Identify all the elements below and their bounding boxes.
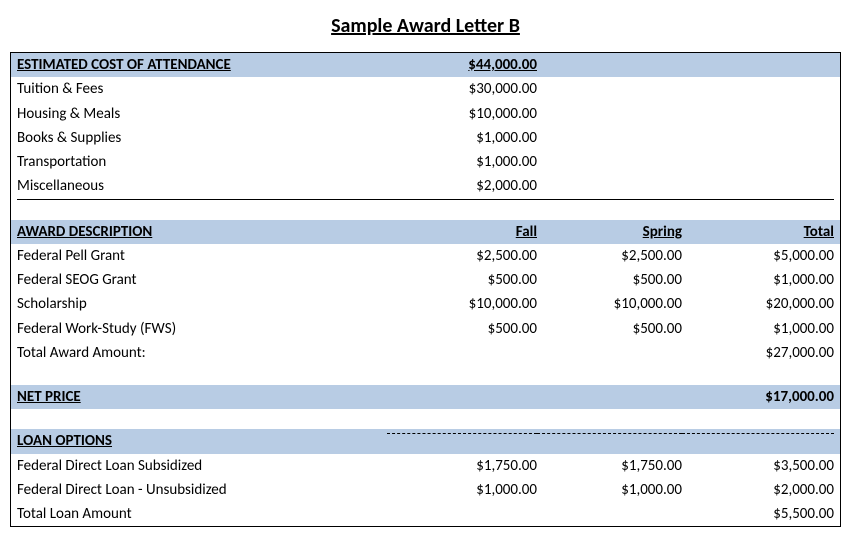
awards-col-total: Total: [682, 222, 834, 242]
loan-label: Federal Direct Loan - Unsubsidized: [17, 480, 387, 500]
cost-row: Tuition & Fees $30,000.00: [11, 77, 840, 101]
cost-row: Books & Supplies $1,000.00: [11, 126, 840, 150]
cost-row: Housing & Meals $10,000.00: [11, 102, 840, 126]
cost-amount: $10,000.00: [387, 104, 537, 124]
loan-total-row: Total Loan Amount $5,500.00: [11, 502, 840, 526]
loan-total: $2,000.00: [682, 480, 834, 500]
cost-header-label: ESTIMATED COST OF ATTENDANCE: [17, 55, 387, 75]
award-total: $5,000.00: [682, 246, 834, 266]
award-total: $1,000.00: [682, 319, 834, 339]
cost-row: Miscellaneous $2,000.00: [11, 174, 840, 198]
cost-label: Housing & Meals: [17, 104, 387, 124]
loan-total-label: Total Loan Amount: [17, 504, 387, 524]
award-spring: $10,000.00: [537, 294, 682, 314]
award-row: Federal SEOG Grant $500.00 $500.00 $1,00…: [11, 268, 840, 292]
cost-amount: $30,000.00: [387, 79, 537, 99]
spacer: [11, 365, 840, 385]
award-label: Scholarship: [17, 294, 387, 314]
cost-label: Tuition & Fees: [17, 79, 387, 99]
awards-col-fall: Fall: [387, 222, 537, 242]
loan-fall: $1,750.00: [387, 456, 537, 476]
awards-col-spring: Spring: [537, 222, 682, 242]
award-spring: $500.00: [537, 319, 682, 339]
spacer: [11, 409, 840, 429]
cost-amount: $1,000.00: [387, 128, 537, 148]
award-row: Scholarship $10,000.00 $10,000.00 $20,00…: [11, 292, 840, 316]
loan-total-amount: $5,500.00: [682, 504, 834, 524]
award-spring: $2,500.00: [537, 246, 682, 266]
loans-header-row: LOAN OPTIONS: [11, 429, 840, 453]
page: Sample Award Letter B ESTIMATED COST OF …: [10, 14, 841, 527]
award-total: $1,000.00: [682, 270, 834, 290]
award-total-label: Total Award Amount:: [17, 343, 387, 363]
loan-row: Federal Direct Loan - Unsubsidized $1,00…: [11, 478, 840, 502]
loan-spring: $1,750.00: [537, 456, 682, 476]
award-row: Federal Pell Grant $2,500.00 $2,500.00 $…: [11, 244, 840, 268]
loan-fall: $1,000.00: [387, 480, 537, 500]
cost-label: Transportation: [17, 152, 387, 172]
cost-amount: $1,000.00: [387, 152, 537, 172]
award-label: Federal SEOG Grant: [17, 270, 387, 290]
loan-label: Federal Direct Loan Subsidized: [17, 456, 387, 476]
award-total: $20,000.00: [682, 294, 834, 314]
loan-row: Federal Direct Loan Subsidized $1,750.00…: [11, 454, 840, 478]
cost-header-row: ESTIMATED COST OF ATTENDANCE $44,000.00: [11, 53, 840, 77]
cost-amount: $2,000.00: [387, 176, 537, 196]
cost-label: Books & Supplies: [17, 128, 387, 148]
loan-total: $3,500.00: [682, 456, 834, 476]
award-label: Federal Work-Study (FWS): [17, 319, 387, 339]
spacer: [11, 200, 840, 220]
cost-row: Transportation $1,000.00: [11, 150, 840, 174]
award-row: Federal Work-Study (FWS) $500.00 $500.00…: [11, 317, 840, 341]
award-fall: $10,000.00: [387, 294, 537, 314]
cost-header-amount: $44,000.00: [387, 55, 537, 75]
award-total-amount: $27,000.00: [682, 343, 834, 363]
loan-spring: $1,000.00: [537, 480, 682, 500]
award-letter-box: ESTIMATED COST OF ATTENDANCE $44,000.00 …: [10, 52, 841, 527]
awards-header-row: AWARD DESCRIPTION Fall Spring Total: [11, 220, 840, 244]
award-fall: $2,500.00: [387, 246, 537, 266]
award-total-row: Total Award Amount: $27,000.00: [11, 341, 840, 365]
net-price-amount: $17,000.00: [682, 387, 834, 407]
award-spring: $500.00: [537, 270, 682, 290]
page-title: Sample Award Letter B: [10, 14, 841, 38]
cost-label: Miscellaneous: [17, 176, 387, 196]
award-fall: $500.00: [387, 270, 537, 290]
net-price-row: NET PRICE $17,000.00: [11, 385, 840, 409]
net-price-label: NET PRICE: [17, 387, 387, 407]
loans-header-label: LOAN OPTIONS: [17, 431, 387, 451]
award-fall: $500.00: [387, 319, 537, 339]
awards-header-label: AWARD DESCRIPTION: [17, 222, 387, 242]
award-label: Federal Pell Grant: [17, 246, 387, 266]
